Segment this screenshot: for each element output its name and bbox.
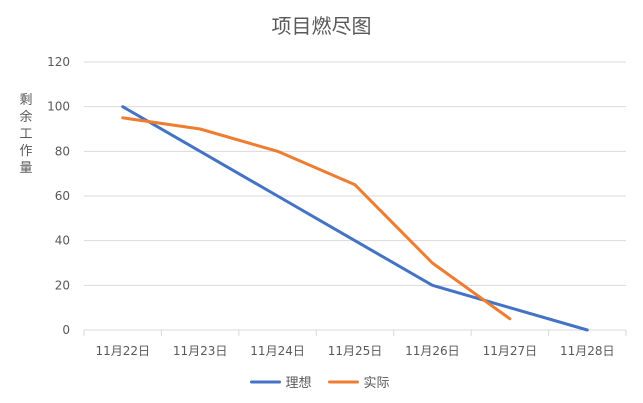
legend-label: 实际 [364,376,390,391]
x-tick-label: 11月22日 [95,344,150,358]
y-tick-label: 0 [62,323,70,337]
y-axis-title-char: 剩 [19,93,32,108]
series-line-1 [121,116,512,321]
x-tick-label: 11月28日 [560,344,615,358]
series-lines [121,105,589,332]
x-tick-label: 11月25日 [328,344,383,358]
y-axis-ticks: 0 20 40 60 80 100 120 [47,55,70,337]
y-axis-title-char: 量 [19,161,32,176]
y-axis-title-char: 作 [19,144,32,159]
x-tick-label: 11月24日 [250,344,305,358]
x-axis-ticks: 11月22日 11月23日 11月24日 11月25日 11月26日 11月27日 11月2… [83,330,627,358]
x-tick-label: 11月27日 [483,344,538,358]
x-tick-label: 11月23日 [173,344,228,358]
y-tick-label: 120 [47,55,70,69]
x-tick-label: 11月26日 [405,344,460,358]
y-tick-label: 60 [55,189,70,203]
y-axis-title-char: 工 [19,127,32,142]
gridlines [84,61,626,331]
chart-title: 项目燃尽图 [272,14,372,38]
y-tick-label: 40 [55,234,70,248]
series-line-0 [121,105,589,332]
y-tick-label: 80 [55,144,70,158]
y-tick-label: 20 [55,278,70,292]
legend-label: 理想 [286,375,312,391]
legend: 理想 实际 [250,375,390,391]
y-axis-title-char: 余 [19,109,32,125]
y-tick-label: 100 [47,100,70,114]
